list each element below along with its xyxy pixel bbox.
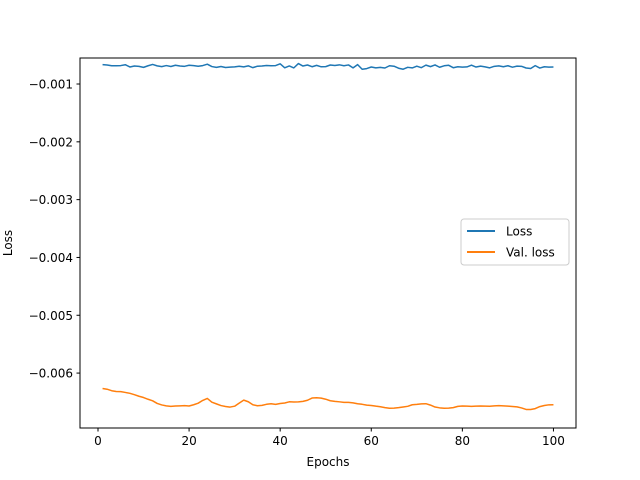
x-tick-label: 80 [455,434,470,448]
x-tick-label: 20 [181,434,196,448]
y-tick-label: −0.005 [29,309,73,323]
y-tick-label: −0.001 [29,78,73,92]
legend: Loss Val. loss [460,218,570,266]
legend-label-loss: Loss [506,225,532,239]
legend-label-val-loss: Val. loss [506,246,555,260]
y-axis: −0.006 −0.005 −0.004 −0.003 −0.002 −0.001 [29,78,80,381]
series-line-val-loss [102,387,554,411]
plot-lines [102,62,554,411]
y-tick-label: −0.004 [29,251,73,265]
x-tick-label: 100 [542,434,565,448]
y-axis-label: Loss [1,230,15,256]
y-tick-label: −0.002 [29,135,73,149]
x-axis-label: Epochs [307,455,350,469]
y-tick-label: −0.006 [29,367,73,381]
x-tick-label: 40 [273,434,288,448]
y-tick-label: −0.003 [29,193,73,207]
x-axis: 0 20 40 60 80 100 [94,428,565,448]
axes-frame [79,57,577,429]
series-line-loss [102,62,554,71]
x-tick-label: 0 [94,434,102,448]
x-tick-label: 60 [364,434,379,448]
